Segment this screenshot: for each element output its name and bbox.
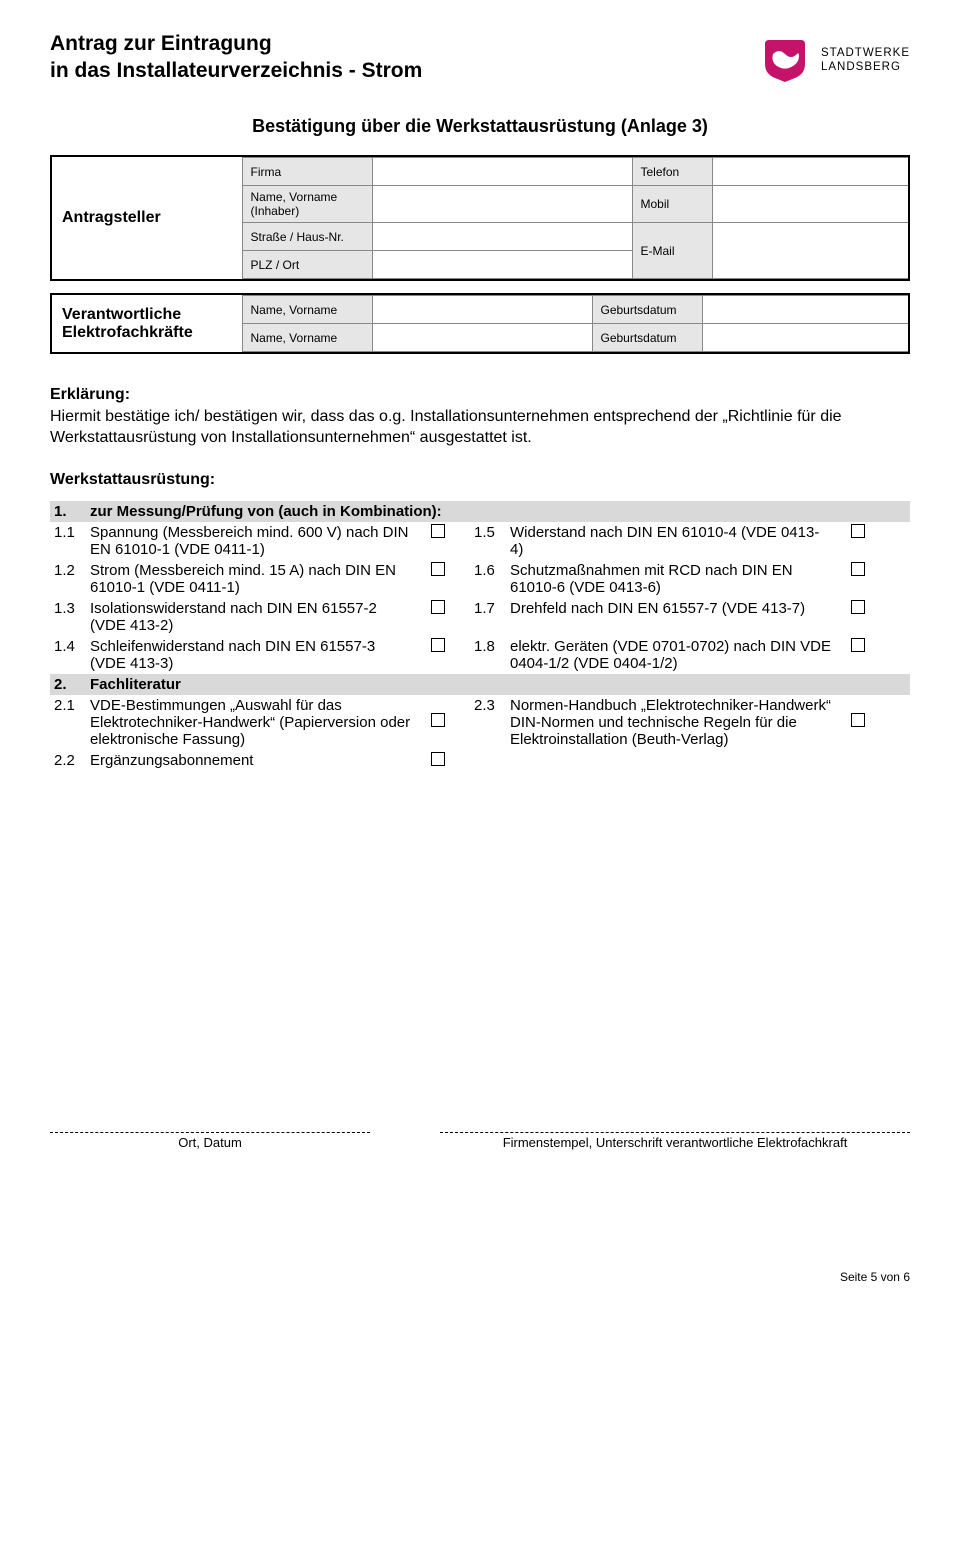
declaration-body: Hiermit bestätige ich/ bestätigen wir, d… xyxy=(50,408,842,447)
item-text: Widerstand nach DIN EN 61010-4 (VDE 0413… xyxy=(506,522,836,560)
responsible-label: Verantwortliche Elektrofachkräfte xyxy=(52,296,242,352)
item-text: VDE-Bestimmungen „Auswahl für das Elektr… xyxy=(86,695,416,750)
header: Antrag zur Eintragung in das Installateu… xyxy=(50,30,910,86)
email-input[interactable] xyxy=(712,223,908,279)
responsible-label-line2: Elektrofachkräfte xyxy=(62,324,193,341)
item-text: Ergänzungsabonnement xyxy=(86,750,416,772)
item-num: 1.6 xyxy=(470,560,506,598)
responsible-label-line1: Verantwortliche xyxy=(62,306,181,323)
checkbox[interactable] xyxy=(431,713,445,727)
item-num: 2.2 xyxy=(50,750,86,772)
page-footer: Seite 5 von 6 xyxy=(50,1270,910,1284)
item-text: elektr. Geräten (VDE 0701-0702) nach DIN… xyxy=(506,636,836,674)
item-text: Schleifenwiderstand nach DIN EN 61557-3 … xyxy=(86,636,416,674)
field-label: PLZ / Ort xyxy=(242,251,372,279)
checkbox[interactable] xyxy=(431,600,445,614)
equipment-table: 1. zur Messung/Prüfung von (auch in Komb… xyxy=(50,501,910,772)
applicant-label: Antragsteller xyxy=(52,158,242,279)
item-num: 2.1 xyxy=(50,695,86,750)
field-label: Name, Vorname (Inhaber) xyxy=(242,186,372,223)
resp-dob-1[interactable] xyxy=(702,296,908,324)
field-label: Mobil xyxy=(632,186,712,223)
applicant-block: Antragsteller Firma Telefon Name, Vornam… xyxy=(50,155,910,281)
telefon-input[interactable] xyxy=(712,158,908,186)
item-num: 1.4 xyxy=(50,636,86,674)
section-title: Bestätigung über die Werkstattausrüstung… xyxy=(50,116,910,137)
item-num: 1.3 xyxy=(50,598,86,636)
item-num: 2.3 xyxy=(470,695,506,750)
item-num: 1.1 xyxy=(50,522,86,560)
field-label: E-Mail xyxy=(632,223,712,279)
resp-name-2[interactable] xyxy=(372,324,592,352)
signature-area: Ort, Datum Firmenstempel, Unterschrift v… xyxy=(50,1132,910,1150)
declaration: Erklärung: Hiermit bestätige ich/ bestät… xyxy=(50,384,910,449)
title-line1: Antrag zur Eintragung xyxy=(50,32,272,55)
field-label: Geburtsdatum xyxy=(592,324,702,352)
name-input[interactable] xyxy=(372,186,632,223)
field-label: Straße / Haus-Nr. xyxy=(242,223,372,251)
responsible-block: Verantwortliche Elektrofachkräfte Name, … xyxy=(50,293,910,354)
checkbox[interactable] xyxy=(431,752,445,766)
signature-right: Firmenstempel, Unterschrift verantwortli… xyxy=(440,1132,910,1150)
strasse-input[interactable] xyxy=(372,223,632,251)
section-header-2: 2. Fachliteratur xyxy=(50,674,910,695)
item-text: Drehfeld nach DIN EN 61557-7 (VDE 413-7) xyxy=(506,598,836,636)
signature-line xyxy=(50,1132,370,1133)
checkbox[interactable] xyxy=(431,562,445,576)
logo-text-line1: STADTWERKE xyxy=(821,47,910,59)
checkbox[interactable] xyxy=(851,562,865,576)
logo-icon xyxy=(759,34,811,86)
mobil-input[interactable] xyxy=(712,186,908,223)
field-label: Name, Vorname xyxy=(242,296,372,324)
signature-line xyxy=(440,1132,910,1133)
section-label: zur Messung/Prüfung von (auch in Kombina… xyxy=(86,501,910,522)
checkbox[interactable] xyxy=(851,600,865,614)
item-text: Normen-Handbuch „Elektrotechniker-Handwe… xyxy=(506,695,836,750)
section-label: Fachliteratur xyxy=(86,674,910,695)
checkbox[interactable] xyxy=(851,713,865,727)
field-label: Geburtsdatum xyxy=(592,296,702,324)
sig-caption-left: Ort, Datum xyxy=(50,1135,370,1150)
item-text: Isolationswiderstand nach DIN EN 61557-2… xyxy=(86,598,416,636)
item-num: 1.7 xyxy=(470,598,506,636)
logo-text-line2: LANDSBERG xyxy=(821,61,901,73)
sig-caption-right: Firmenstempel, Unterschrift verantwortli… xyxy=(440,1135,910,1150)
item-num: 1.8 xyxy=(470,636,506,674)
item-text: Spannung (Messbereich mind. 600 V) nach … xyxy=(86,522,416,560)
plz-input[interactable] xyxy=(372,251,632,279)
signature-left: Ort, Datum xyxy=(50,1132,370,1150)
item-text: Schutzmaßnahmen mit RCD nach DIN EN 6101… xyxy=(506,560,836,598)
resp-name-1[interactable] xyxy=(372,296,592,324)
resp-dob-2[interactable] xyxy=(702,324,908,352)
firma-input[interactable] xyxy=(372,158,632,186)
field-label: Firma xyxy=(242,158,372,186)
checkbox[interactable] xyxy=(851,638,865,652)
equipment-title: Werkstattausrüstung: xyxy=(50,471,910,489)
field-label: Telefon xyxy=(632,158,712,186)
title-line2: in das Installateurverzeichnis - Strom xyxy=(50,59,422,82)
declaration-heading: Erklärung: xyxy=(50,386,130,403)
item-num: 1.5 xyxy=(470,522,506,560)
item-text: Strom (Messbereich mind. 15 A) nach DIN … xyxy=(86,560,416,598)
document-title: Antrag zur Eintragung in das Installateu… xyxy=(50,30,422,85)
page: Antrag zur Eintragung in das Installateu… xyxy=(0,0,960,1304)
logo: STADTWERKE LANDSBERG xyxy=(759,34,910,86)
checkbox[interactable] xyxy=(431,638,445,652)
section-num: 1. xyxy=(50,501,86,522)
section-num: 2. xyxy=(50,674,86,695)
field-label: Name, Vorname xyxy=(242,324,372,352)
checkbox[interactable] xyxy=(431,524,445,538)
item-num: 1.2 xyxy=(50,560,86,598)
logo-text: STADTWERKE LANDSBERG xyxy=(821,46,910,75)
section-header-1: 1. zur Messung/Prüfung von (auch in Komb… xyxy=(50,501,910,522)
checkbox[interactable] xyxy=(851,524,865,538)
